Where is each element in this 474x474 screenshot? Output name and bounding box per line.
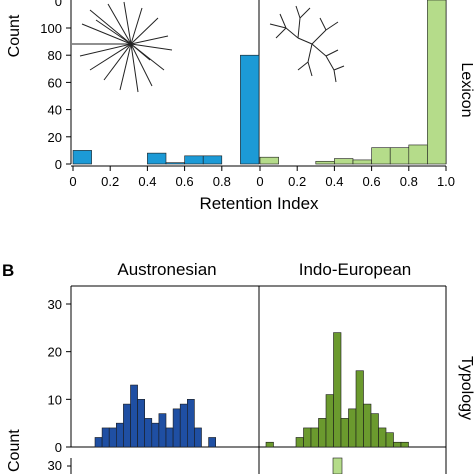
indo-european-lexicon-bar <box>408 144 428 165</box>
panel-b-row-label: Typology <box>458 356 474 420</box>
indo-european-tree-icon <box>269 5 345 83</box>
austronesian-typology-bar <box>187 399 195 448</box>
panel-a-xtick-label: 0 <box>256 174 263 189</box>
indo-european-typology-bar <box>295 437 304 448</box>
indo-european-typology-bar <box>265 441 274 448</box>
panel-a-ytick-label: 100 <box>40 21 62 36</box>
indo-european-lexicon-bar <box>315 160 335 165</box>
austronesian-tree-icon <box>72 1 173 93</box>
panel-a-ytick-label: 0 <box>55 157 62 172</box>
austronesian-typology-bar <box>165 427 174 448</box>
austronesian-typology-bar <box>116 422 124 448</box>
austronesian-typology-bar <box>101 427 110 448</box>
panel-a-xtick-label: 0.6 <box>363 174 381 189</box>
panel-a-x-axis: 0 0.2 0.4 0.6 0.8 0 0.2 0.4 0.6 0.8 1.0 <box>69 165 455 189</box>
panel-a-xtick-label: 0.8 <box>400 174 418 189</box>
austronesian-lexicon-bar <box>165 162 185 165</box>
indo-european-typology-bar <box>303 427 312 448</box>
panel-b-indo-european-bars <box>265 332 409 448</box>
indo-european-typology-bar <box>333 332 342 448</box>
panel-a-row-label: Lexicon <box>458 62 474 117</box>
indo-european-typology-bar <box>325 394 334 448</box>
panel-a-xtick-label: 1.0 <box>437 174 455 189</box>
panel-a-xtick-label: 0 <box>69 174 76 189</box>
panel-a-austronesian-bars <box>72 54 260 165</box>
panel-b-group-label-indo-european: Indo-European <box>299 260 411 279</box>
panel-b-y-axis-label: Count <box>6 429 23 472</box>
austronesian-typology-bar <box>151 422 160 448</box>
austronesian-typology-bar <box>172 408 181 448</box>
panel-a-ytick-label: 80 <box>48 48 62 63</box>
panel-a-xtick-label: 0.2 <box>101 174 119 189</box>
austronesian-typology-bar <box>130 384 138 448</box>
panel-c-peek: 30 <box>48 457 343 474</box>
indo-european-typology-bar <box>363 403 372 448</box>
austronesian-typology-bar <box>179 403 188 448</box>
panel-a-x-axis-title: Retention Index <box>199 194 319 213</box>
panel-b-ytick-label: 10 <box>48 392 62 407</box>
indo-european-typology-bar <box>370 413 379 448</box>
panel-a-ytick-label: 60 <box>48 75 62 90</box>
indo-european-lexicon-bar <box>389 147 410 165</box>
panel-a-xtick-label: 0.8 <box>213 174 231 189</box>
austronesian-lexicon-bar <box>240 54 260 165</box>
indo-european-lexicon-bar <box>427 0 447 165</box>
panel-a-ytick-label: 40 <box>48 103 62 118</box>
panel-a-indo-european-bars <box>259 0 447 165</box>
panel-b-group-label-austronesian: Austronesian <box>117 260 216 279</box>
indo-european-typology-bar <box>348 408 357 448</box>
indo-european-typology-bar <box>340 418 349 448</box>
austronesian-typology-bar <box>194 427 202 448</box>
panel-a-y-axis: 0 20 40 60 80 100 0 <box>40 0 72 172</box>
indo-european-typology-bar <box>393 441 402 448</box>
austronesian-lexicon-bar <box>72 150 92 165</box>
austronesian-typology-bar <box>123 403 131 448</box>
indo-european-typology-bar <box>400 441 409 448</box>
indo-european-typology-bar <box>355 370 364 448</box>
austronesian-lexicon-bar <box>202 155 223 165</box>
austronesian-lexicon-bar <box>147 152 167 165</box>
panel-b-austronesian-bars <box>94 384 217 448</box>
indo-european-lexicon-bar <box>334 158 354 165</box>
panel-a-ytick-label: 20 <box>48 130 62 145</box>
indo-european-typology-bar <box>310 427 319 448</box>
austronesian-typology-bar <box>144 418 153 448</box>
panel-a-xtick-label: 0.6 <box>176 174 194 189</box>
austronesian-typology-bar <box>208 437 217 448</box>
panel-b-letter: B <box>2 261 14 280</box>
panel-c-ytick-label: 30 <box>48 458 62 473</box>
indo-european-lexicon-bar <box>371 147 391 165</box>
panel-b-ytick-label: 30 <box>48 297 62 312</box>
indo-european-lexicon-bar <box>259 156 279 165</box>
panel-a-xtick-label: 0.4 <box>138 174 156 189</box>
panel-a-xtick-label: 0.4 <box>325 174 343 189</box>
panel-b-ytick-label: 0 <box>55 440 62 455</box>
austronesian-typology-bar <box>137 399 146 448</box>
panel-b-ytick-label: 20 <box>48 345 62 360</box>
panel-a-xtick-label: 0.2 <box>288 174 306 189</box>
panel-a-ytick-label-clipped: 0 <box>55 0 62 9</box>
indo-european-lexicon-bar <box>352 159 372 165</box>
indo-european-typology-bar <box>318 418 327 448</box>
panel-c-peek-bar <box>332 457 343 474</box>
indo-european-typology-bar <box>378 427 387 448</box>
panel-a-lexicon: Count Lexicon Retention Index <box>6 0 474 213</box>
indo-european-typology-bar <box>385 432 394 448</box>
austronesian-typology-bar <box>94 437 103 448</box>
austronesian-lexicon-bar <box>184 155 204 165</box>
panel-b-typology: B Austronesian Indo-European Typology Co… <box>2 260 474 474</box>
panel-a-y-axis-label: Count <box>6 14 23 57</box>
austronesian-typology-bar <box>108 427 117 448</box>
austronesian-typology-bar <box>158 413 167 448</box>
